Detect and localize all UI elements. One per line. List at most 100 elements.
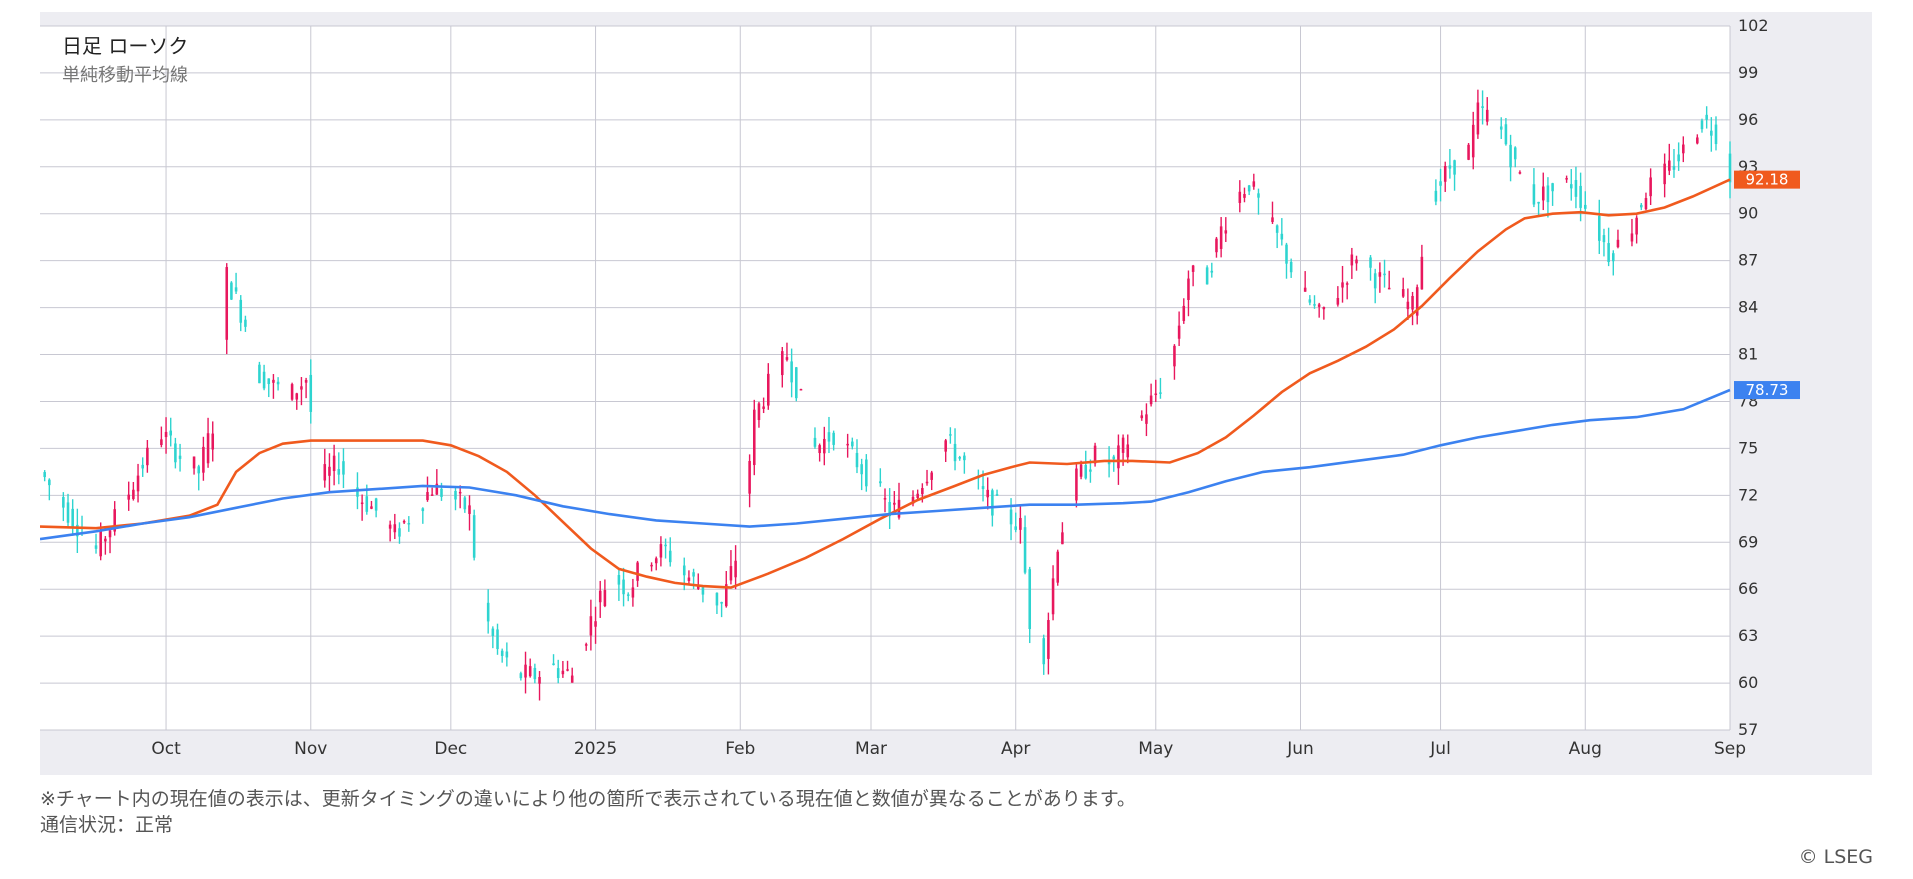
candle-body — [1303, 287, 1307, 292]
candle-body — [1509, 144, 1512, 168]
candle-body — [505, 651, 509, 658]
candle-body — [225, 267, 229, 340]
candle-body — [1308, 299, 1312, 303]
candle-body — [239, 299, 243, 323]
candle-body — [496, 629, 499, 650]
candle-body — [1644, 198, 1648, 210]
candle-body — [332, 455, 336, 472]
candle-body — [1448, 165, 1452, 169]
candle-body — [1280, 233, 1284, 240]
candle-body — [430, 494, 434, 496]
candle-body — [827, 432, 831, 442]
candle-body — [1518, 172, 1522, 174]
candle-body — [99, 530, 102, 557]
candle-body — [337, 469, 341, 475]
candle-body — [276, 381, 280, 385]
candle-body — [309, 374, 313, 412]
candle-body — [435, 483, 439, 495]
candle-body — [1345, 283, 1349, 285]
y-tick-label: 66 — [1738, 579, 1758, 598]
candle-body — [781, 351, 784, 376]
candle-body — [1597, 215, 1601, 241]
x-tick-label: Oct — [151, 739, 181, 759]
candle-body — [258, 364, 261, 384]
candle-body — [1467, 144, 1470, 160]
y-tick-label: 96 — [1738, 110, 1758, 129]
candle-body — [1551, 183, 1554, 192]
moving-average-line-2 — [40, 388, 1731, 541]
candle-body — [300, 386, 303, 390]
candle-body — [594, 621, 597, 627]
candle-body — [178, 455, 182, 459]
candle-body — [491, 628, 495, 636]
chart-panel: 57 60 63 66 69 72 75 78 81 84 87 90 93 96 99 102 Oct Nov D… — [40, 12, 1872, 775]
y-tick-label: 63 — [1738, 626, 1758, 645]
candle-body — [1532, 184, 1536, 205]
candle-body — [1485, 109, 1489, 122]
candle-body — [925, 481, 929, 484]
candle-body — [1051, 578, 1055, 615]
candle-body — [76, 524, 79, 537]
candle-body — [127, 494, 130, 500]
candle-body — [1569, 184, 1573, 189]
candle-body — [174, 443, 177, 463]
candle-body — [323, 464, 327, 481]
candle-body — [136, 475, 140, 492]
candle-body — [1476, 102, 1480, 135]
candle-body — [1117, 445, 1120, 469]
candle-body — [1434, 190, 1438, 202]
candle-body — [1252, 181, 1256, 187]
candle-body — [1663, 163, 1666, 185]
candle-body — [468, 505, 471, 514]
candle-body — [528, 666, 532, 677]
y-tick-label: 90 — [1738, 204, 1758, 223]
candle-body — [883, 498, 887, 500]
candle-body — [1443, 166, 1447, 182]
candle-body — [921, 488, 924, 495]
candle-body — [991, 490, 994, 516]
candle-body — [1574, 180, 1578, 197]
candle-body — [1630, 233, 1634, 242]
candle-body — [1700, 120, 1704, 130]
candle-body — [113, 509, 116, 532]
candle-body — [146, 447, 149, 466]
candle-body — [500, 650, 504, 656]
y-tick-label: 81 — [1738, 345, 1758, 364]
candle-body — [1513, 147, 1517, 160]
x-tick-label: Sep — [1714, 739, 1746, 759]
candle-body — [570, 675, 574, 683]
candle-body — [687, 577, 691, 581]
candle-body — [454, 490, 457, 500]
candle-body — [603, 590, 607, 607]
candle-body — [1668, 160, 1671, 171]
candle-body — [729, 566, 733, 581]
candle-body — [1415, 287, 1419, 316]
candle-body — [1714, 124, 1718, 145]
candle-body — [1075, 468, 1078, 501]
candle-body — [1504, 124, 1508, 145]
x-tick-label: May — [1138, 739, 1173, 759]
candle-body — [1028, 569, 1032, 629]
candle-body — [169, 430, 173, 436]
candle-body — [1350, 254, 1354, 266]
x-tick-label: Feb — [725, 739, 755, 759]
candle-body — [1215, 238, 1218, 253]
candle-body — [1579, 185, 1582, 208]
candle-body — [1271, 217, 1274, 222]
candle-body — [1387, 287, 1391, 290]
candle-body — [1112, 456, 1116, 460]
candle-body — [762, 406, 765, 409]
candle-body — [986, 489, 989, 498]
candle-body — [598, 590, 602, 603]
x-tick-label: Nov — [294, 739, 327, 759]
candle-body — [622, 579, 625, 595]
candle-body — [388, 524, 392, 529]
candle-body — [108, 530, 112, 538]
candle-body — [963, 455, 966, 461]
candle-body — [1499, 126, 1503, 130]
candle-body — [463, 497, 467, 510]
candle-body — [421, 508, 425, 512]
x-tick-label: Mar — [855, 739, 887, 759]
chart-title: 日足 ローソク — [62, 34, 189, 58]
x-tick-label: Apr — [1001, 739, 1030, 759]
